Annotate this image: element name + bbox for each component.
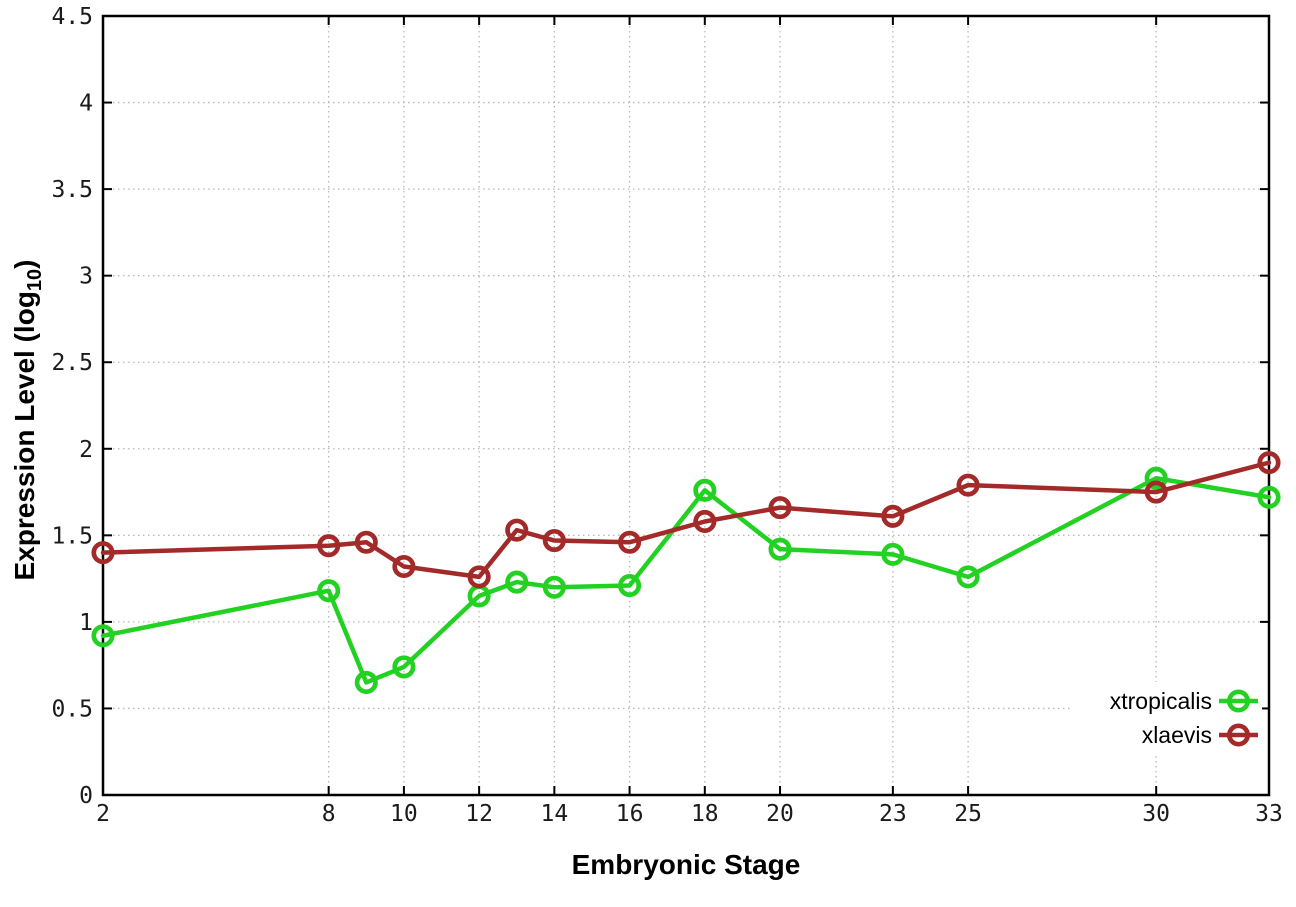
y-axis-tick-labels: 0 0.5 1 1.5 2 2.5 3 3.5 4 4.5	[51, 4, 93, 809]
y-tick-label: 3	[79, 264, 93, 290]
data-point-xlaevis-20	[768, 496, 792, 520]
x-tick-label: 25	[954, 801, 982, 827]
data-point-xlaevis-8	[317, 534, 341, 558]
legend-sample-marker-xlaevis	[1226, 723, 1251, 747]
x-tick-label: 14	[541, 801, 569, 827]
x-axis-title: Embryonic Stage	[572, 849, 801, 880]
legend-label-xlaevis: xlaevis	[1142, 722, 1212, 748]
x-tick-label: 10	[390, 801, 418, 827]
x-tick-label: 8	[322, 801, 336, 827]
data-point-xtropicalis-33	[1257, 485, 1281, 509]
x-tick-label: 30	[1142, 801, 1170, 827]
y-tick-label: 1.5	[51, 523, 93, 549]
data-point-xlaevis-25	[956, 473, 980, 497]
legend-item-xlaevis: xlaevis	[1142, 722, 1258, 748]
legend: xtropicalis xlaevis	[1110, 688, 1258, 748]
data-point-xlaevis-18	[693, 509, 717, 534]
y-tick-label: 0.5	[51, 696, 93, 722]
data-point-xtropicalis-14	[542, 575, 566, 599]
y-tick-label: 0	[79, 783, 93, 809]
x-tick-label: 23	[879, 801, 907, 827]
data-point-xlaevis-2	[91, 541, 115, 565]
data-point-xtropicalis-18	[693, 478, 717, 502]
legend-sample-marker-xtropicalis	[1226, 689, 1251, 713]
data-point-xtropicalis-9	[354, 670, 378, 695]
data-point-xlaevis-23	[881, 504, 905, 528]
series-xtropicalis	[91, 466, 1281, 695]
series-xlaevis	[91, 451, 1281, 589]
x-tick-label: 2	[96, 801, 110, 827]
data-point-xtropicalis-23	[881, 542, 905, 566]
x-tick-label: 33	[1255, 801, 1283, 827]
legend-item-xtropicalis: xtropicalis	[1110, 688, 1258, 714]
x-axis-tick-labels: 2 8 10 12 14 16 18 20 23 25 30 33	[96, 801, 1283, 827]
y-tick-label: 4.5	[51, 4, 93, 30]
plot-border	[101, 14, 1271, 797]
y-tick-label: 3.5	[51, 177, 93, 203]
data-point-xtropicalis-13	[505, 570, 529, 594]
data-point-xlaevis-30	[1144, 480, 1168, 504]
x-tick-label: 12	[465, 801, 493, 827]
series-line-xtropicalis	[100, 475, 1272, 685]
y-tick-label: 4	[79, 91, 93, 117]
data-point-xtropicalis-10	[392, 655, 416, 679]
y-tick-label: 1	[79, 610, 93, 636]
data-point-xlaevis-12	[467, 565, 491, 589]
data-point-xlaevis-16	[618, 530, 642, 554]
x-tick-label: 18	[691, 801, 719, 827]
data-point-xtropicalis-30	[1144, 466, 1168, 490]
legend-label-xtropicalis: xtropicalis	[1110, 688, 1212, 714]
data-point-xlaevis-14	[542, 528, 566, 553]
data-point-xlaevis-33	[1257, 451, 1281, 475]
x-tick-label: 20	[766, 801, 794, 827]
data-point-xtropicalis-16	[618, 573, 642, 598]
data-point-xtropicalis-25	[956, 565, 980, 589]
y-tick-label: 2.5	[51, 350, 93, 376]
data-point-xlaevis-9	[354, 530, 378, 554]
y-axis-title: Expression Level (log10)	[9, 260, 46, 581]
data-point-xtropicalis-20	[768, 537, 792, 561]
data-point-xtropicalis-2	[91, 624, 115, 648]
data-point-xlaevis-10	[392, 554, 416, 579]
data-point-xtropicalis-8	[317, 579, 341, 603]
x-tick-label: 16	[616, 801, 644, 827]
data-point-xlaevis-13	[505, 518, 529, 542]
y-tick-label: 2	[79, 437, 93, 463]
